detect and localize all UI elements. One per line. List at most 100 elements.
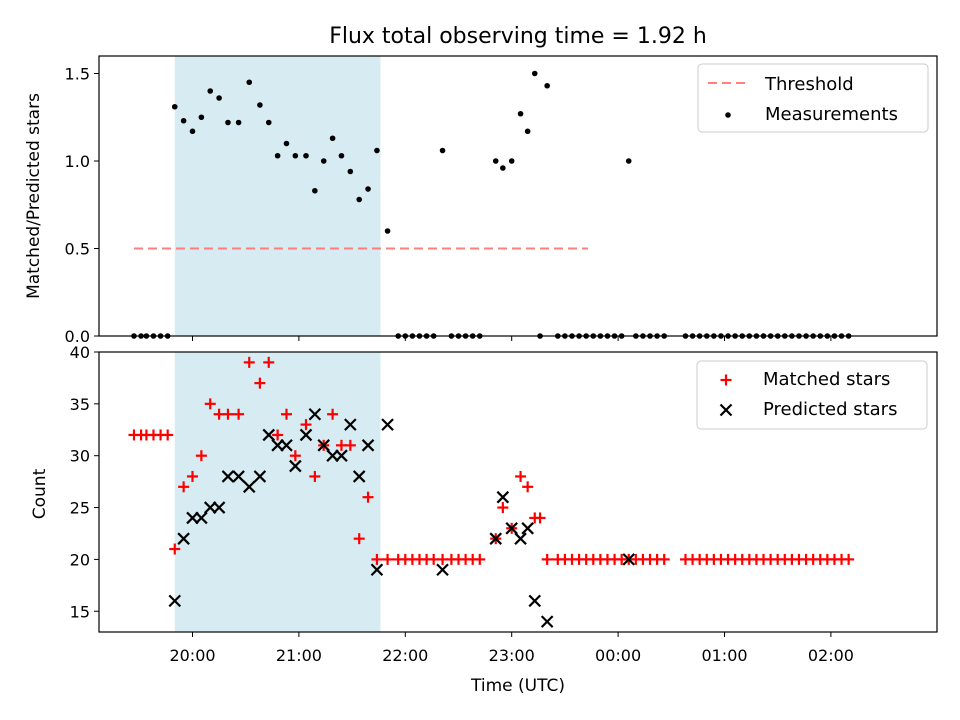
measurement-point	[517, 110, 524, 117]
matched-star-point	[263, 356, 275, 368]
measurement-point	[180, 117, 187, 124]
top-x-ticks	[192, 336, 832, 341]
matched-star-point	[309, 470, 321, 482]
legend-predicted-swatch	[719, 403, 733, 417]
measurement-point	[283, 140, 290, 147]
x-tick-label: 22:00	[382, 646, 428, 665]
matched-star-point	[254, 377, 266, 389]
measurement-point	[524, 128, 531, 135]
legend-predicted-label: Predicted stars	[763, 399, 897, 420]
measurement-point	[338, 152, 345, 159]
x-tick-label: 01:00	[701, 646, 747, 665]
measurement-point	[320, 158, 327, 164]
predicted-star-point	[280, 439, 293, 452]
predicted-star-point	[212, 501, 226, 514]
bottom-legend: Matched stars Predicted stars	[696, 360, 928, 430]
legend-x-marker	[719, 403, 733, 417]
matched-star-point	[344, 439, 356, 451]
predicted-star-point	[242, 480, 256, 494]
matched-star-point	[289, 450, 301, 462]
matched-star-point	[187, 470, 198, 482]
predicted-star-point	[317, 439, 331, 452]
predicted-star-point	[496, 490, 510, 504]
predicted-star-point	[436, 563, 449, 577]
measurement-point	[384, 228, 391, 234]
top-panel: 0.0 0.5 1.0 1.5 Matched/Predicted stars Thr…	[24, 55, 938, 346]
measurement-point	[246, 79, 253, 86]
top-y-ticks: 0.0 0.5 1.0 1.5	[65, 65, 99, 346]
predicted-star-points	[168, 407, 636, 628]
legend-threshold-label: Threshold	[764, 74, 854, 95]
measurement-point	[171, 103, 178, 110]
predicted-star-point	[352, 470, 366, 483]
measurement-point	[216, 95, 222, 101]
matched-star-point	[353, 533, 365, 545]
matched-star-points	[128, 356, 855, 565]
legend-matched-label: Matched stars	[763, 369, 890, 390]
measurement-point	[492, 158, 499, 164]
top-axes-frame	[98, 55, 938, 337]
measurement-point	[189, 128, 196, 135]
predicted-star-point	[528, 594, 542, 608]
predicted-star-point	[168, 594, 182, 608]
y-tick-label: 20	[70, 550, 90, 569]
matched-star-point	[522, 481, 534, 493]
measurement-point	[531, 70, 538, 77]
measurement-point	[544, 82, 550, 89]
y-tick-label: 30	[70, 447, 90, 466]
x-axis-label: Time (UTC)	[470, 676, 565, 696]
predicted-star-point	[370, 563, 384, 577]
matched-star-point	[362, 491, 374, 503]
predicted-star-point	[232, 470, 245, 483]
y-tick-label: 25	[70, 499, 90, 518]
matched-star-point	[474, 553, 486, 565]
predicted-star-point	[514, 532, 527, 545]
bottom-panel: 15 20 25 30 35 40 20:00 21:00 22:00 23:00 00:00 01…	[30, 343, 938, 696]
predicted-star-point	[253, 470, 267, 483]
predicted-star-point	[308, 407, 322, 421]
matched-star-point	[195, 450, 207, 462]
measurement-point	[500, 165, 506, 171]
matched-star-point	[222, 408, 234, 420]
measurement-point	[198, 114, 205, 121]
top-legend-box	[697, 63, 929, 133]
measurement-point	[356, 196, 362, 203]
legend-matched-swatch	[720, 374, 732, 386]
predicted-star-point	[505, 522, 518, 535]
y-tick-label: 35	[70, 395, 90, 414]
bottom-y-ticks: 15 20 25 30 35 40	[70, 343, 99, 621]
legend-measurements-swatch	[725, 112, 731, 118]
measurement-point	[625, 158, 632, 164]
bottom-x-ticks: 20:00 21:00 22:00 23:00 00:00 01:00 02:00	[169, 632, 854, 665]
bottom-highlight-span	[174, 352, 381, 632]
measurement-point	[508, 158, 515, 164]
measurement-point	[274, 152, 281, 159]
bottom-legend-box	[696, 360, 928, 430]
measurement-point	[439, 147, 446, 154]
y-tick-label: 40	[70, 343, 90, 362]
matched-star-point	[371, 553, 383, 565]
matched-star-point	[162, 429, 174, 441]
measurement-point	[207, 88, 214, 94]
chart-title: Flux total observing time = 1.92 h	[329, 24, 707, 49]
matched-star-point	[497, 502, 509, 514]
matched-star-point	[272, 429, 284, 441]
x-tick-label: 21:00	[276, 646, 322, 665]
predicted-star-point	[489, 532, 503, 545]
measurement-point	[312, 187, 318, 194]
matched-star-point	[243, 356, 255, 368]
matched-star-point	[534, 512, 546, 524]
matched-star-point	[233, 408, 245, 420]
predicted-star-point	[195, 511, 208, 525]
x-tick-label: 20:00	[169, 646, 215, 665]
x-tick-label: 00:00	[595, 646, 641, 665]
y-tick-label: 1.0	[65, 152, 90, 171]
measurement-point	[329, 135, 336, 142]
predicted-star-point	[521, 522, 534, 535]
predicted-star-point	[622, 553, 636, 566]
y-tick-label: 0.0	[65, 327, 90, 346]
matched-star-point	[327, 408, 339, 420]
top-legend: Threshold Measurements	[697, 63, 929, 133]
measurement-point	[347, 168, 354, 175]
